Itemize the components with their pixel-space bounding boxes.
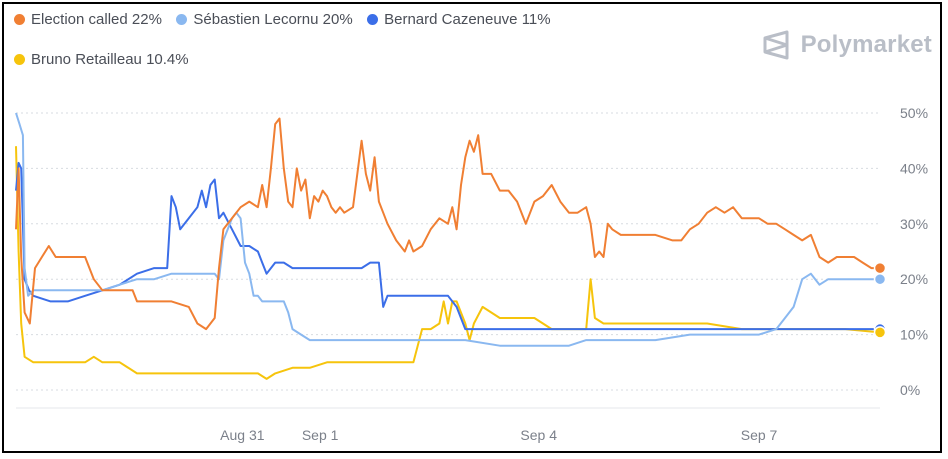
x-tick-label: Aug 31 (220, 427, 265, 443)
polymarket-logo-icon (763, 30, 789, 60)
y-tick-label: 20% (900, 271, 928, 287)
series-end-marker (873, 272, 887, 286)
legend-item-retailleau[interactable]: Bruno Retailleau 10.4% (14, 48, 189, 70)
legend-dot-icon (367, 13, 379, 25)
series-line (15, 161, 880, 331)
series-line (15, 146, 881, 380)
series-end-marker (873, 261, 887, 275)
brand-name: Polymarket (800, 31, 932, 58)
legend-item-lecornu[interactable]: Sébastien Lecornu 20% (176, 8, 353, 30)
legend-dot-icon (176, 13, 188, 25)
legend-label: Bruno Retailleau 10.4% (31, 50, 189, 68)
y-tick-label: 30% (900, 216, 928, 232)
legend-item-election-called[interactable]: Election called 22% (14, 8, 162, 30)
polymarket-brand: Polymarket (761, 30, 932, 60)
legend-item-cazeneuve[interactable]: Bernard Cazeneuve 11% (367, 8, 551, 30)
legend: Election called 22% Sébastien Lecornu 20… (14, 8, 714, 68)
chart-frame (2, 2, 942, 453)
legend-dot-icon (14, 13, 25, 25)
series-end-marker (873, 326, 887, 339)
x-tick-label: Sep 4 (520, 427, 557, 443)
legend-label: Election called 22% (31, 10, 162, 28)
x-tick-label: Sep 1 (302, 427, 339, 443)
series-line (15, 117, 880, 331)
y-tick-label: 0% (900, 382, 920, 398)
y-tick-label: 50% (900, 105, 928, 121)
legend-dot-icon (14, 53, 25, 65)
y-tick-label: 10% (900, 327, 928, 343)
legend-label: Sébastien Lecornu 20% (193, 10, 353, 28)
legend-label: Bernard Cazeneuve 11% (384, 10, 551, 28)
y-tick-label: 40% (900, 160, 928, 176)
x-tick-label: Sep 7 (741, 427, 778, 443)
series-line (15, 112, 880, 347)
